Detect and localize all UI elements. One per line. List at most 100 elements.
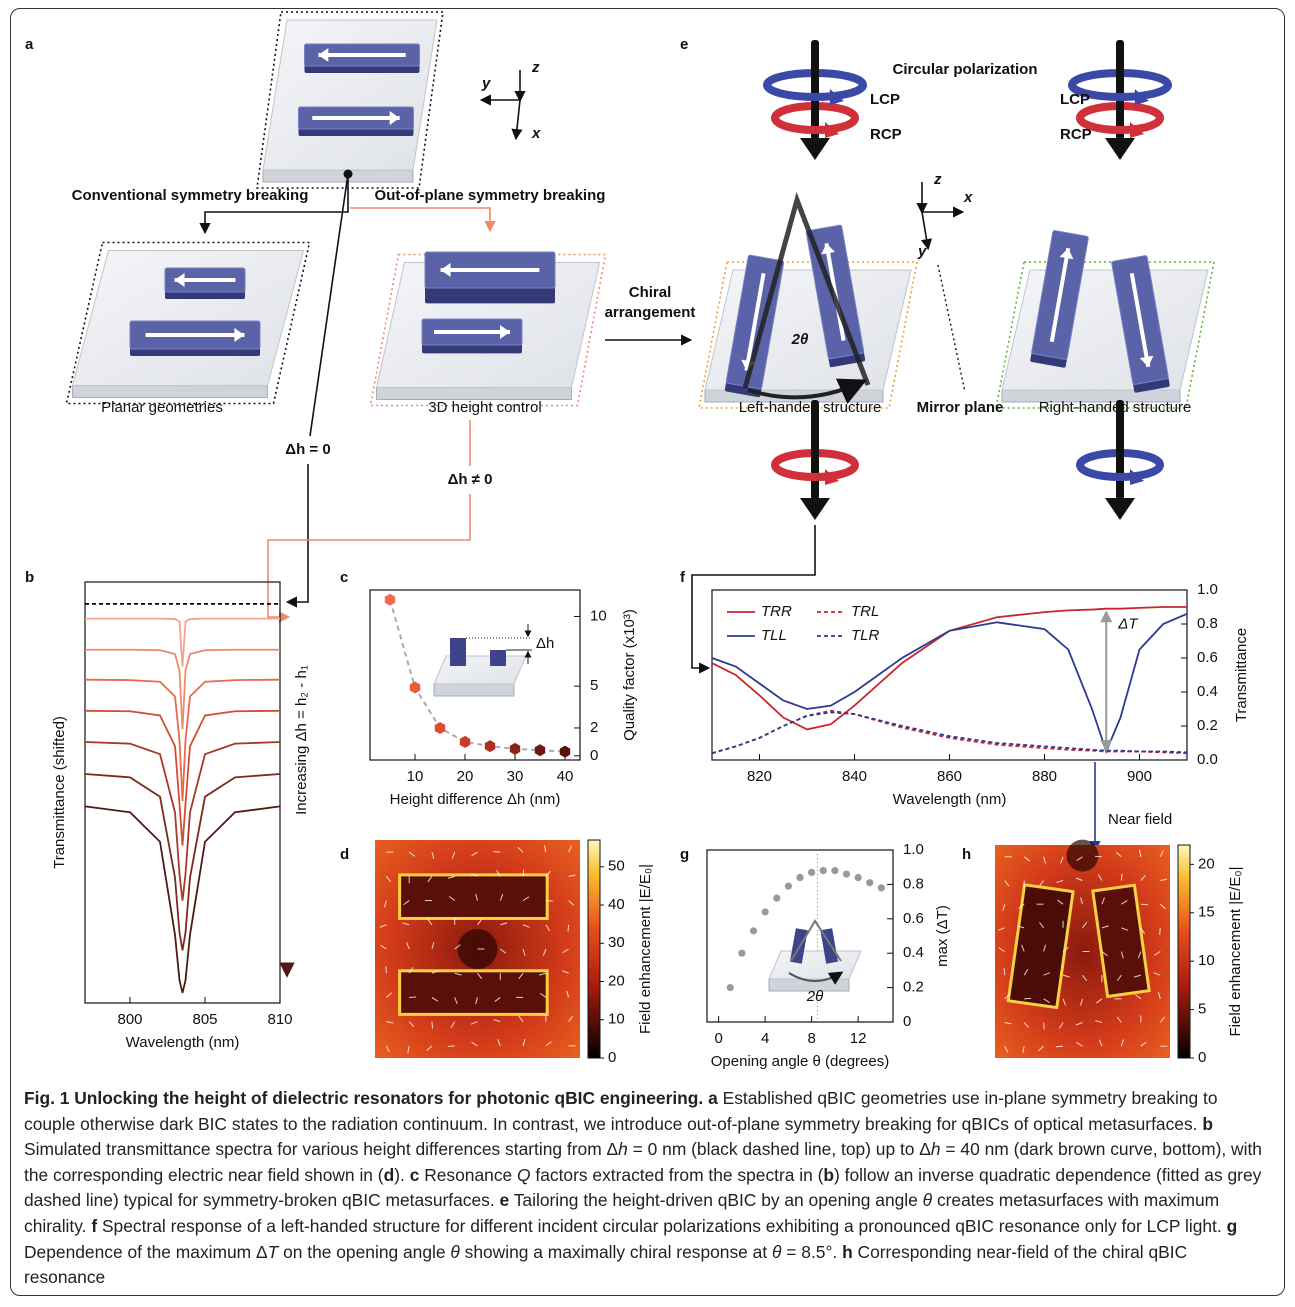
caption-text: on the opening angle	[278, 1242, 450, 1262]
y-tick-label: 5	[590, 677, 598, 694]
field-vector	[546, 901, 553, 902]
panel-letter: c	[340, 569, 348, 586]
series-line	[85, 711, 280, 846]
colorbar	[1178, 845, 1190, 1058]
y-tick-label: 0	[590, 747, 598, 764]
inset-resonator	[490, 650, 506, 666]
axis-letter: y	[917, 243, 927, 260]
field-vector	[386, 966, 387, 973]
colorbar-tick-label: 30	[608, 934, 625, 951]
connector	[350, 208, 490, 230]
caption-text: c	[410, 1165, 420, 1185]
y-tick-label: 10	[590, 607, 607, 624]
axis-letter: z	[531, 59, 540, 76]
panel-letter: b	[25, 569, 34, 586]
x-axis-label: Wavelength (nm)	[126, 1034, 240, 1051]
page: zyxConventional symmetry breakingOut-of-…	[0, 0, 1295, 1307]
axis-arrow	[516, 100, 520, 138]
field-node	[1067, 840, 1099, 872]
inset-resonator	[450, 638, 466, 666]
data-point	[843, 870, 850, 877]
data-point	[808, 869, 815, 876]
inset-label: Δh	[536, 635, 554, 652]
caption-text: h	[931, 1139, 941, 1159]
field-vector	[493, 852, 500, 853]
substrate	[434, 656, 526, 684]
caption-text: Simulated transmittance spectra for vari…	[24, 1139, 618, 1159]
condition-label: Δh = 0	[285, 441, 330, 458]
field-vector	[568, 925, 569, 932]
x-tick-label: 860	[937, 768, 962, 785]
caption-text: Spectral response of a left-handed struc…	[97, 1216, 1226, 1236]
x-tick-label: 30	[507, 768, 524, 785]
beam-tip	[800, 498, 830, 520]
x-tick-label: 0	[714, 1030, 722, 1047]
colorbar-tick-label: 50	[608, 858, 625, 875]
data-point	[727, 984, 734, 991]
y-tick-label: 0	[903, 1013, 911, 1030]
beam-rod	[1116, 400, 1124, 500]
y-tick-label: 0.2	[903, 979, 924, 996]
caption-text: Q	[517, 1165, 531, 1185]
y-tick-label: 0.8	[903, 875, 924, 892]
colorbar-label: Field enhancement |E/E₀|	[637, 864, 654, 1034]
resonator	[165, 268, 245, 299]
beam-rod	[1116, 40, 1124, 140]
field-vector	[409, 997, 416, 998]
resonator	[422, 319, 522, 353]
structure-label: Mirror plane	[917, 399, 1004, 416]
substrate-side	[377, 388, 572, 400]
series-line	[85, 742, 280, 901]
inset-label: 2θ	[806, 988, 823, 1005]
colorbar-tick-label: 5	[1198, 1001, 1206, 1018]
beam-rod	[811, 400, 819, 500]
series-line	[712, 712, 1187, 753]
connector	[310, 174, 348, 436]
x-tick-label: 20	[457, 768, 474, 785]
resonator	[305, 44, 420, 73]
x-tick-label: 810	[267, 1011, 292, 1028]
lcp-label: LCP	[1060, 91, 1090, 108]
caption-text: Dependence of the maximum Δ	[24, 1242, 268, 1262]
caption-text: = 8.5°.	[781, 1242, 842, 1262]
field-vector	[1004, 968, 1005, 975]
panel-letter: e	[680, 36, 688, 53]
x-tick-label: 900	[1127, 768, 1152, 785]
caption-text: Tailoring the height-driven qBIC by an o…	[509, 1190, 922, 1210]
data-point	[796, 874, 803, 881]
arrow-label: Near field	[1108, 811, 1172, 828]
caption-text: e	[500, 1190, 510, 1210]
caption-label: Out-of-plane symmetry breaking	[375, 187, 606, 204]
y-tick-label: 0.0	[1197, 751, 1218, 768]
colorbar-tick-label: 40	[608, 896, 625, 913]
data-point	[820, 867, 827, 874]
substrate	[1002, 270, 1208, 390]
y-axis-label: Transmittance	[1233, 628, 1250, 722]
field-vector	[1024, 998, 1031, 999]
x-tick-label: 840	[842, 768, 867, 785]
structure-label: 3D height control	[428, 399, 541, 416]
field-vector	[448, 1046, 455, 1047]
structure-label: Left-handed structure	[739, 399, 882, 416]
resonator	[130, 321, 260, 356]
x-tick-label: 800	[117, 1011, 142, 1028]
series-line	[85, 680, 280, 801]
y-axis-label: Transmittance (shifted)	[51, 716, 68, 869]
field-vector	[1095, 856, 1102, 857]
panel-letter: d	[340, 846, 349, 863]
substrate-side	[434, 684, 514, 696]
angle-label: 2θ	[791, 331, 809, 348]
data-point	[785, 883, 792, 890]
substrate-side	[73, 386, 268, 398]
panel-letter: g	[680, 846, 689, 863]
field-vector	[1141, 904, 1148, 905]
substrate	[263, 20, 437, 170]
structure-label: Planar geometries	[101, 399, 223, 416]
field-vector	[1044, 1023, 1045, 1030]
y-tick-label: 1.0	[1197, 581, 1218, 598]
caption-text: d	[384, 1165, 395, 1185]
caption-text: a	[708, 1088, 718, 1108]
resonator-outline	[400, 875, 548, 919]
connector	[268, 494, 470, 617]
y-tick-label: 0.8	[1197, 615, 1218, 632]
